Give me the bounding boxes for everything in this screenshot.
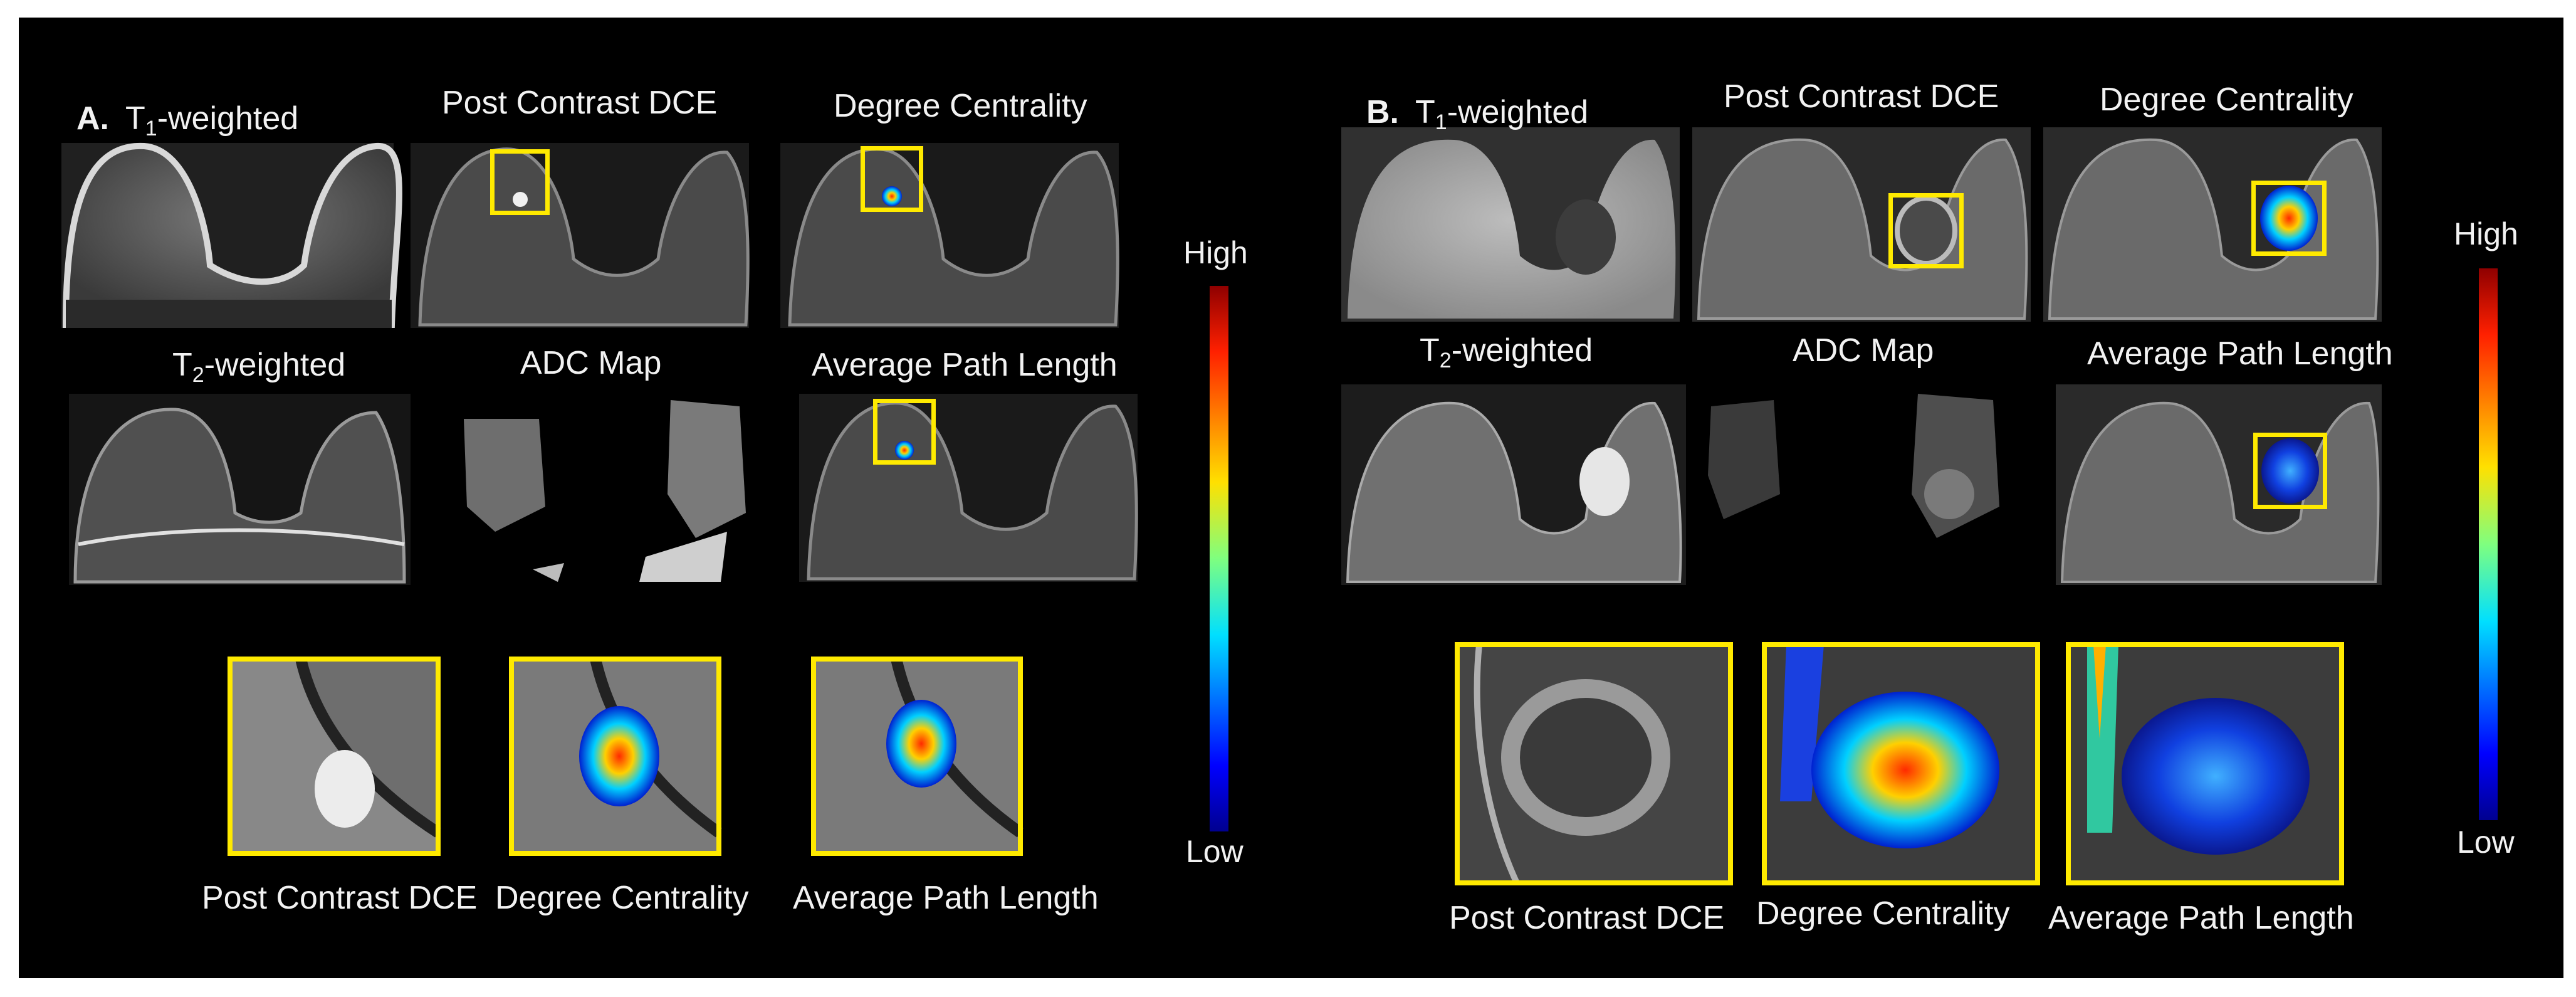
panel-a-zoom-degree-centrality [511,657,723,853]
panel-a-zoom-frame-3 [811,657,1023,856]
panel-b-average-path-length-label: Average Path Length [2087,335,2393,372]
panel-b-post-contrast-roi-box [1888,193,1964,268]
panel-a-zoom-frame-2 [509,657,721,856]
panel-a-t2-label: T2-weighted [172,347,346,387]
panel-b-zoom-average-path-length [2068,645,2342,883]
panel-a-zoom-label-2: Degree Centrality [495,880,749,916]
panel-b-degree-centrality-label: Degree Centrality [2100,82,2353,118]
panel-b-adc-label: ADC Map [1793,332,1934,369]
panel-b-zoom-degree-centrality [1764,645,2038,883]
panel-b-t1-image [1341,127,1680,322]
figure-panel: A. T1-weighted Post Contrast DCE Degree C… [19,18,2563,978]
panel-a-average-path-length-image [799,394,1138,582]
panel-b-degree-centrality-image [2043,127,2382,322]
panel-a-zoom-label-1: Post Contrast DCE [202,880,478,916]
panel-b-average-path-length-roi-box [2253,433,2327,509]
panel-b-zoom-label-2: Degree Centrality [1756,895,2010,932]
panel-b-zoom-label-1: Post Contrast DCE [1449,900,1725,936]
panel-b-zoom-frame-3 [2066,642,2344,885]
panel-b-t2-image [1341,384,1686,585]
panel-b-zoom-post-contrast [1457,644,1730,885]
panel-b-zoom-label-3: Average Path Length [2048,900,2354,936]
panel-a-post-contrast-image [411,143,750,328]
panel-a-t1-image [61,142,402,328]
panel-a-zoom-post-contrast [230,657,441,853]
panel-b-letter: B. [1366,94,1399,130]
panel-a-t1-label: A. T1-weighted [76,100,299,140]
panel-a-adc-image [458,394,777,585]
panel-b-post-contrast-image [1692,127,2031,322]
panel-a-colorbar [1210,286,1228,831]
panel-a-post-contrast-label: Post Contrast DCE [442,85,718,121]
panel-a-post-contrast-roi-box [490,149,550,215]
panel-a-zoom-average-path-length [814,657,1024,853]
panel-a-colorbar-high: High [1183,235,1248,270]
panel-a-average-path-length-label: Average Path Length [812,347,1118,383]
panel-a-colorbar-low: Low [1186,834,1243,869]
panel-b-colorbar-low: Low [2457,825,2515,860]
panel-a-adc-label: ADC Map [520,345,662,381]
panel-b-average-path-length-image [2056,384,2382,585]
panel-b-t1-label: B. T1-weighted [1366,94,1589,134]
panel-b-zoom-frame-1 [1455,642,1733,885]
panel-b-post-contrast-label: Post Contrast DCE [1724,78,1999,115]
panel-b-colorbar [2479,268,2498,820]
panel-b-adc-image [1699,384,2037,585]
panel-b-zoom-frame-2 [1762,642,2040,885]
panel-b-t2-label: T2-weighted [1420,332,1593,372]
panel-a-average-path-length-roi-box [873,399,936,465]
panel-a-t2-image [69,394,411,585]
panel-a-degree-centrality-roi-box [861,146,923,212]
panel-b-degree-centrality-roi-box [2251,181,2327,256]
panel-b-colorbar-high: High [2454,216,2518,251]
panel-a-degree-centrality-label: Degree Centrality [834,88,1087,124]
panel-a-letter: A. [76,100,109,137]
panel-a-degree-centrality-image [780,143,1119,328]
panel-a-zoom-frame-1 [228,657,441,856]
panel-a-zoom-label-3: Average Path Length [793,880,1099,916]
